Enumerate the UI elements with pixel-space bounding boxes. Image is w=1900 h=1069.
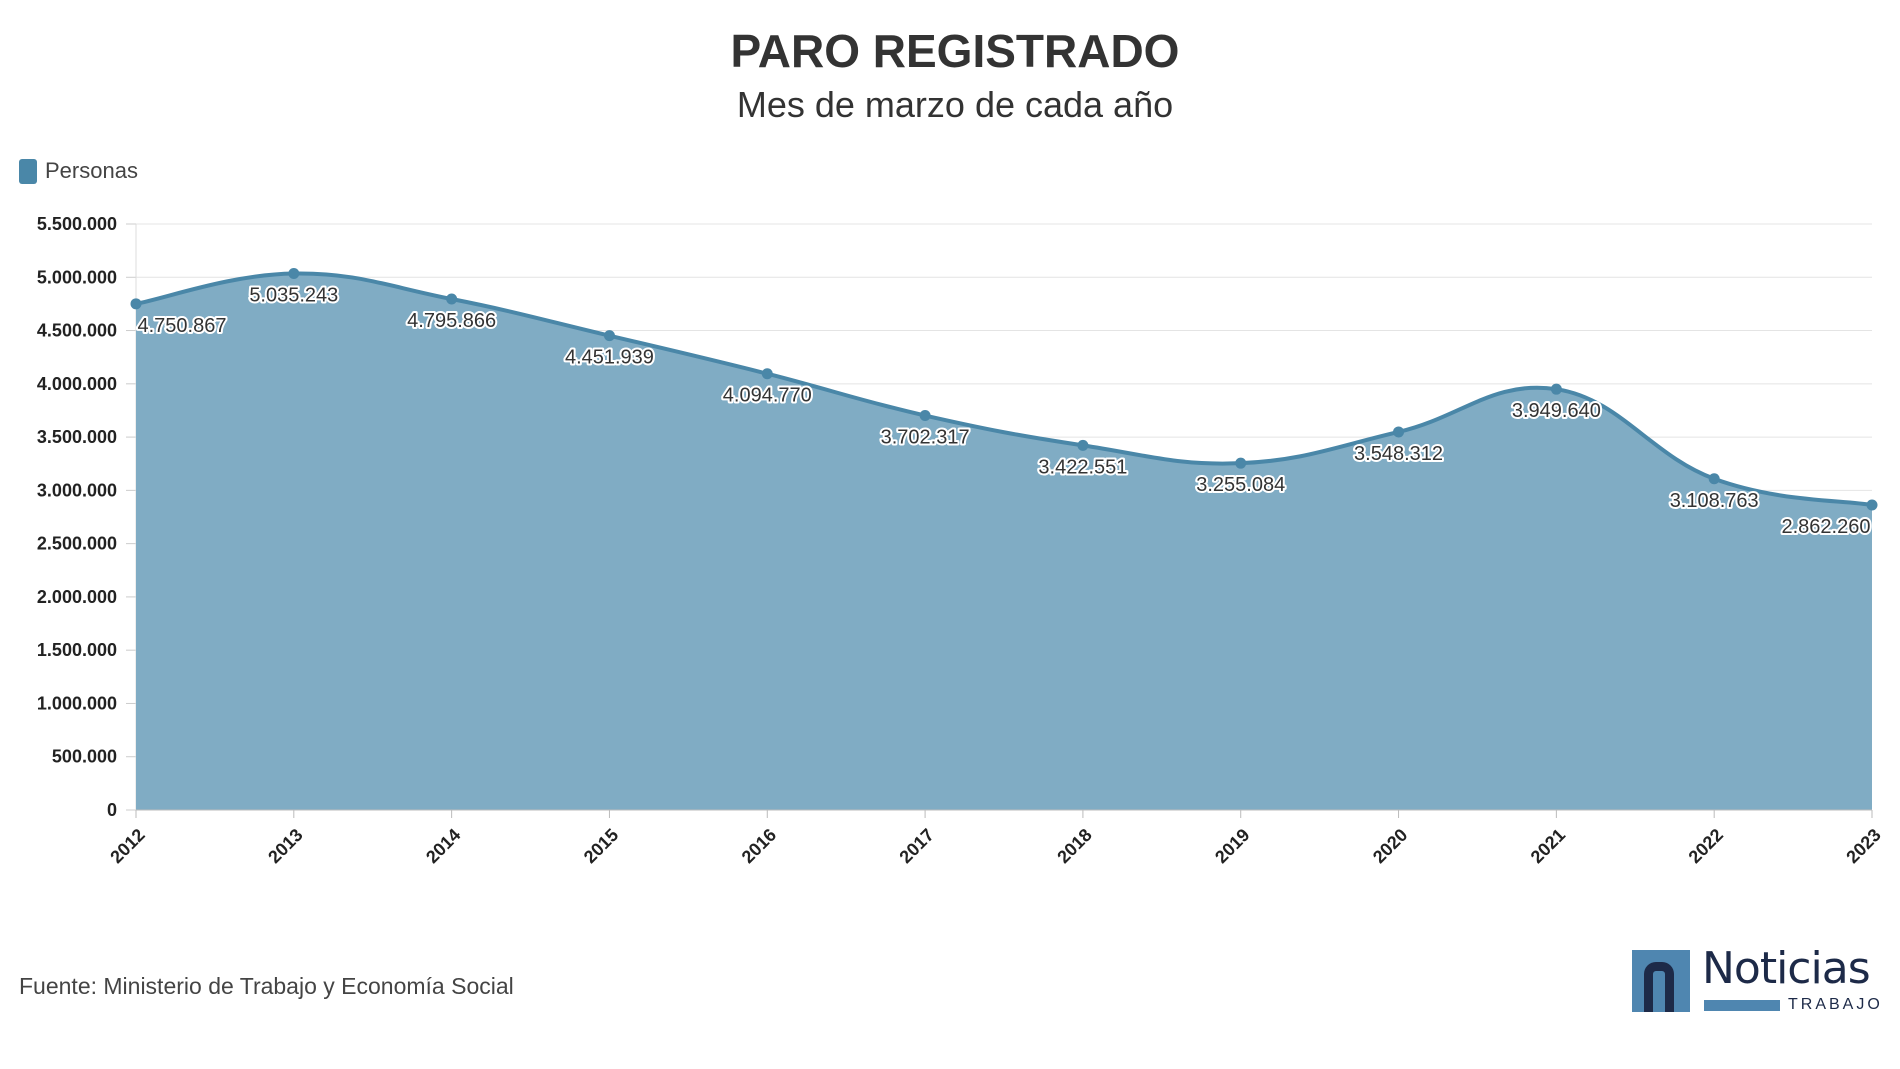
x-tick-label: 2020: [1369, 825, 1411, 867]
data-label: 4.750.867: [138, 315, 227, 337]
x-tick-label: 2019: [1211, 825, 1253, 867]
data-point: [1866, 499, 1878, 511]
series-line: [135, 271, 1873, 508]
data-point: [1077, 439, 1089, 451]
data-label: 2.862.260: [1782, 516, 1871, 538]
data-label: 3.422.551: [1038, 456, 1127, 478]
x-tick-label: 2018: [1053, 825, 1095, 867]
x-tick-label: 2017: [895, 825, 937, 867]
x-tick-label: 2023: [1842, 825, 1884, 867]
y-tick-label: 4.000.000: [37, 374, 117, 394]
y-tick-label: 5.000.000: [37, 267, 117, 287]
data-point: [603, 330, 615, 342]
chart-subtitle: Mes de marzo de cada año: [736, 84, 1174, 125]
legend-label: Personas: [45, 158, 138, 183]
x-tick-label: 2021: [1527, 825, 1569, 867]
area-chart: 0 500.000 1.000.000 1.500.000 2.000.000 2.500…: [37, 214, 1885, 867]
source-note: Fuente: Ministerio de Trabajo y Economía…: [19, 973, 514, 999]
data-point: [761, 368, 773, 380]
data-label: 3.548.312: [1354, 443, 1443, 465]
logo-bar: [1704, 1000, 1780, 1011]
data-label: 4.094.770: [723, 385, 812, 407]
y-tick-label: 3.500.000: [37, 427, 117, 447]
area-fill: [136, 273, 1872, 810]
data-label: 5.035.243: [249, 285, 338, 307]
y-tick-label: 5.500.000: [37, 214, 117, 234]
data-label: 3.108.763: [1670, 490, 1759, 512]
logo-n-icon: [1632, 950, 1690, 1012]
data-label: 4.451.939: [565, 347, 654, 369]
logo-sub: TRABAJO: [1788, 996, 1883, 1013]
x-tick-label: 2015: [580, 825, 622, 867]
data-point: [130, 298, 142, 310]
x-tick-label: 2013: [264, 825, 306, 867]
legend-swatch: [19, 158, 37, 184]
x-tick-label: 2016: [738, 825, 780, 867]
data-label: 3.949.640: [1512, 400, 1601, 422]
y-tick-label: 2.000.000: [37, 587, 117, 607]
data-point: [919, 410, 931, 422]
data-point: [1393, 426, 1405, 438]
data-point: [446, 293, 458, 305]
noticias-trabajo-logo: Noticias TRABAJO: [1632, 946, 1880, 1016]
logo-word: Noticias: [1702, 943, 1871, 994]
y-tick-label: 1.500.000: [37, 640, 117, 660]
data-label: 3.702.317: [881, 427, 970, 449]
y-tick-label: 2.500.000: [37, 534, 117, 554]
y-tick-label: 500.000: [52, 747, 117, 767]
x-tick-label: 2022: [1685, 825, 1727, 867]
y-tick-label: 3.000.000: [37, 480, 117, 500]
data-point: [288, 268, 300, 280]
y-tick-label: 1.000.000: [37, 693, 117, 713]
data-label: 3.255.084: [1196, 474, 1285, 496]
y-tick-label: 4.500.000: [37, 321, 117, 341]
data-label: 4.795.866: [407, 310, 496, 332]
data-point: [1708, 473, 1720, 485]
data-point: [1235, 457, 1247, 469]
chart-title: PARO REGISTRADO: [730, 25, 1180, 77]
legend-item-personas[interactable]: Personas: [19, 158, 138, 184]
x-tick-label: 2014: [422, 825, 464, 867]
data-point: [1550, 383, 1562, 395]
y-tick-label: 0: [107, 800, 117, 820]
x-tick-label: 2012: [106, 825, 148, 867]
